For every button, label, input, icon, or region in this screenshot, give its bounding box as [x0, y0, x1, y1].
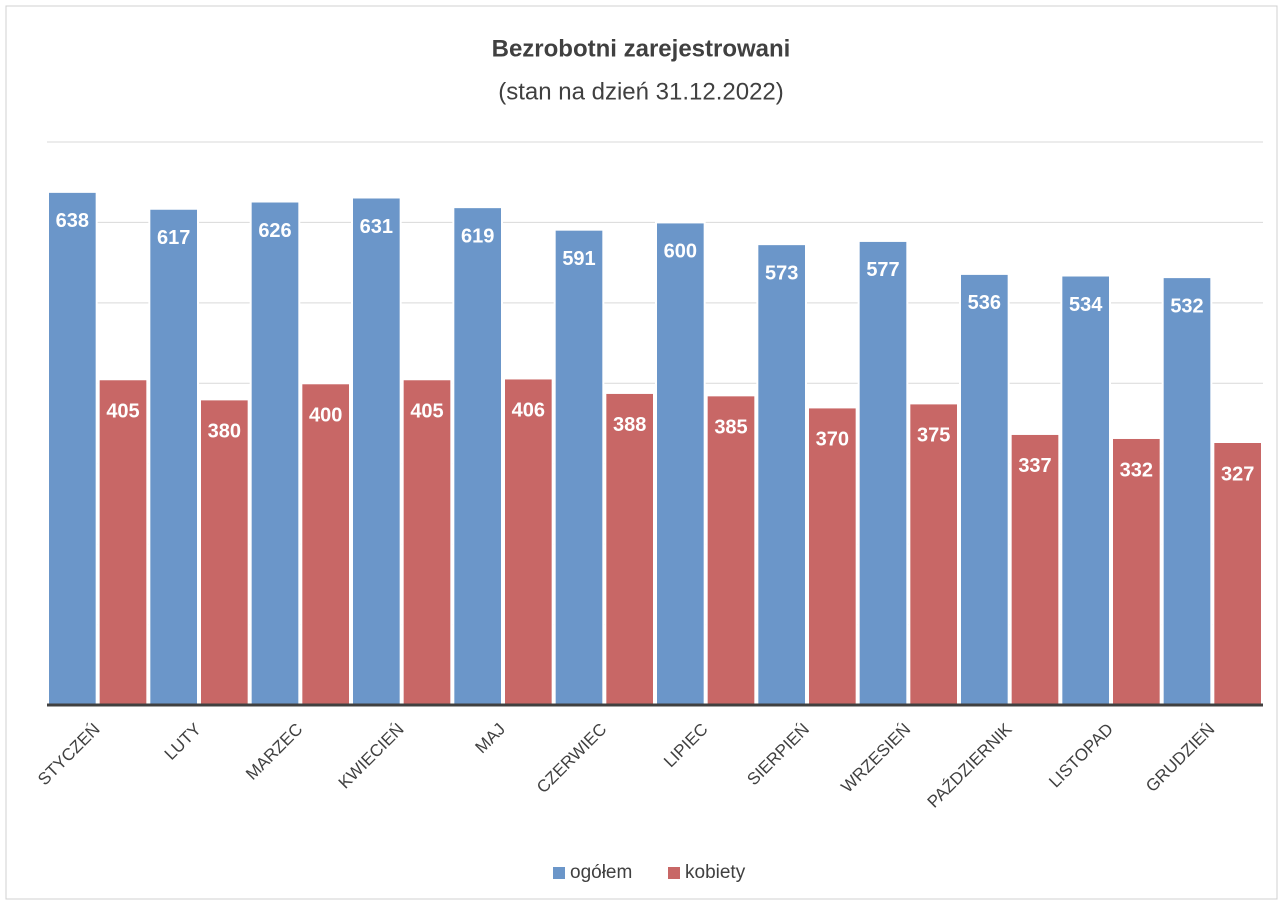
bar — [908, 402, 959, 706]
data-label: 405 — [410, 401, 443, 423]
bar — [655, 221, 706, 707]
data-label: 332 — [1120, 459, 1153, 481]
data-label: 370 — [816, 429, 849, 451]
data-label: 591 — [562, 248, 595, 270]
data-label: 406 — [512, 400, 545, 422]
bar — [705, 394, 757, 706]
bar — [1060, 274, 1112, 706]
bar — [553, 228, 605, 706]
bar — [300, 382, 352, 706]
bar — [249, 200, 301, 706]
data-label: 400 — [309, 405, 342, 427]
bar — [401, 378, 453, 706]
chart-title: Bezrobotni zarejestrowani — [492, 35, 791, 62]
legend-label: kobiety — [685, 862, 746, 883]
bar — [1212, 440, 1264, 706]
data-label: 536 — [968, 292, 1001, 314]
bar — [857, 239, 909, 706]
data-label: 600 — [664, 241, 697, 263]
data-label: 385 — [714, 417, 747, 439]
bar — [1161, 276, 1213, 706]
data-label: 532 — [1170, 295, 1203, 317]
bar — [148, 207, 199, 706]
legend-label: ogółem — [570, 862, 632, 883]
data-label: 626 — [258, 220, 291, 242]
bar — [807, 406, 858, 706]
legend-swatch — [553, 867, 565, 879]
bar — [452, 206, 504, 706]
bar — [351, 196, 402, 706]
data-label: 388 — [613, 414, 646, 436]
data-label: 337 — [1018, 455, 1051, 477]
chart-subtitle: (stan na dzień 31.12.2022) — [498, 78, 784, 105]
data-label: 375 — [917, 425, 950, 447]
legend-swatch — [668, 867, 680, 879]
data-label: 405 — [106, 401, 139, 423]
bar — [503, 377, 554, 706]
data-label: 638 — [56, 210, 89, 232]
data-label: 631 — [360, 216, 393, 238]
data-label: 619 — [461, 225, 494, 247]
data-label: 534 — [1069, 294, 1103, 316]
bar — [47, 190, 98, 706]
bar — [97, 378, 149, 706]
bar — [199, 398, 250, 706]
data-label: 327 — [1221, 463, 1254, 485]
data-label: 380 — [208, 421, 241, 443]
bar — [1111, 436, 1162, 706]
bar — [756, 243, 807, 706]
data-label: 573 — [765, 262, 798, 284]
data-label: 577 — [866, 259, 899, 281]
data-label: 617 — [157, 227, 190, 249]
bar — [959, 272, 1010, 706]
bar — [604, 391, 655, 706]
